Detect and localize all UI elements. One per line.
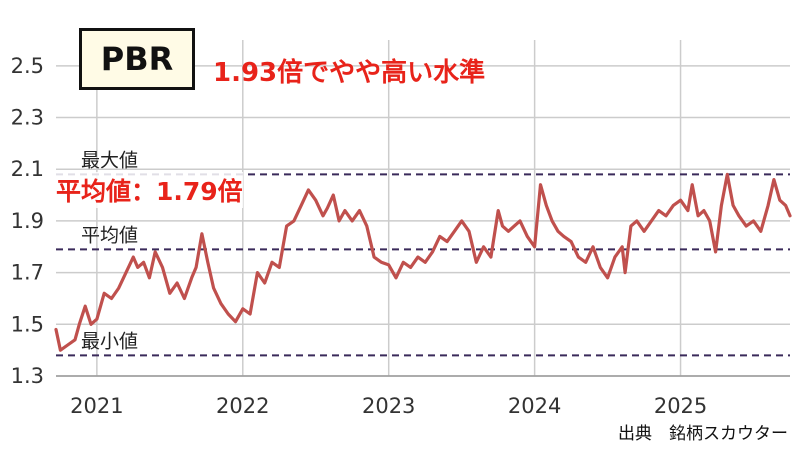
x-tick-label-0: 2021 — [70, 394, 123, 418]
x-tick-labels: 2021 2022 2023 2024 2025 — [70, 394, 707, 418]
y-tick-labels: 1.3 1.5 1.7 1.9 2.1 2.3 2.5 — [11, 54, 44, 388]
metric-badge: PBR — [79, 28, 195, 90]
y-tick-label-1: 1.5 — [11, 312, 44, 336]
x-tick-label-3: 2024 — [508, 394, 561, 418]
reference-line-label-2: 最小値 — [81, 330, 138, 352]
series-layer — [54, 172, 792, 352]
y-tick-label-2: 1.7 — [11, 261, 44, 285]
headline-text: 1.93倍でやや高い水準 — [213, 58, 486, 88]
x-tick-label-2: 2023 — [362, 394, 415, 418]
x-tick-label-1: 2022 — [216, 394, 269, 418]
reference-line-label-1: 平均値 — [81, 224, 138, 246]
y-tick-label-4: 2.1 — [11, 157, 44, 181]
x-tick-label-4: 2025 — [654, 394, 707, 418]
y-tick-label-5: 2.3 — [11, 106, 44, 130]
y-tick-label-6: 2.5 — [11, 54, 44, 78]
average-callout: 平均値：1.79倍 — [56, 172, 243, 208]
source-credit: 出典 銘柄スカウター — [618, 424, 788, 444]
series-line-0 — [54, 172, 792, 352]
y-tick-label-3: 1.9 — [11, 209, 44, 233]
metric-badge-label: PBR — [100, 40, 174, 78]
grid-lines — [56, 40, 790, 377]
y-tick-label-0: 1.3 — [11, 364, 44, 388]
reference-line-label-0: 最大値 — [81, 149, 138, 171]
